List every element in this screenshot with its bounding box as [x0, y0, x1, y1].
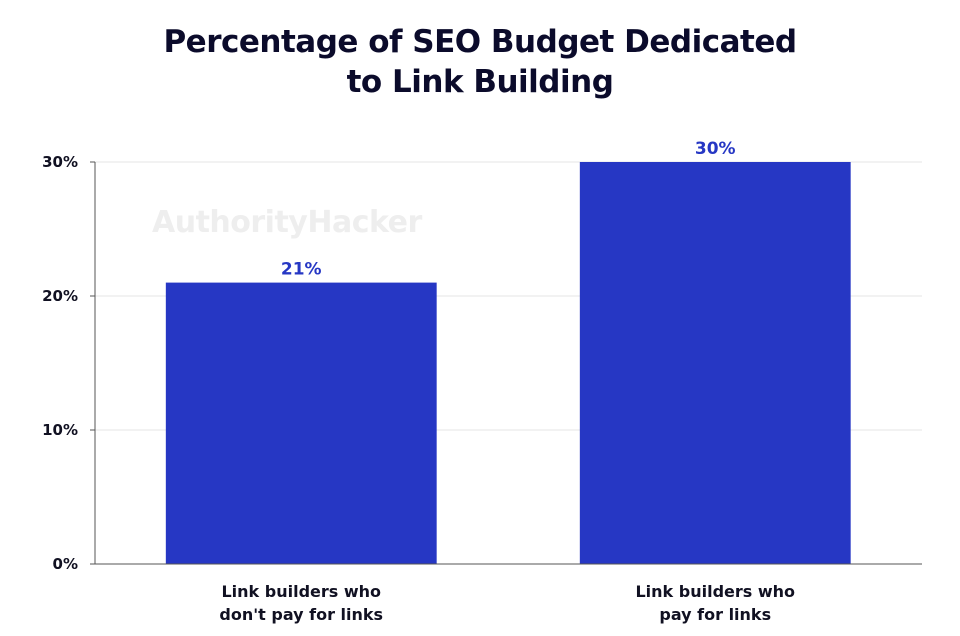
y-tick-label-10: 10% [42, 421, 78, 439]
watermark-text: AuthorityHacker [152, 205, 422, 240]
y-axis: 0% 10% 20% 30% [42, 153, 96, 573]
chart-title-line-2: to Link Building [346, 64, 614, 100]
data-label-2: 30% [695, 139, 736, 159]
chart-title: Percentage of SEO Budget Dedicated to Li… [0, 22, 960, 102]
bar-2 [579, 162, 851, 564]
x-axis: Link builders who don't pay for links Link… [95, 563, 922, 624]
chart-title-line-1: Percentage of SEO Budget Dedicated [163, 24, 797, 60]
x-category-label-1-line-1: Link builders who [221, 582, 381, 601]
y-tick-label-30: 30% [42, 153, 78, 171]
y-tick-label-20: 20% [42, 287, 78, 305]
x-category-label-2-line-1: Link builders who [635, 582, 795, 601]
bar-1 [165, 282, 437, 564]
data-label-1: 21% [281, 260, 322, 280]
x-category-label-2-line-2: pay for links [659, 605, 771, 624]
y-tick-label-0: 0% [53, 555, 78, 573]
x-category-label-1-line-2: don't pay for links [219, 605, 383, 624]
bars: 21% 30% [165, 139, 851, 564]
